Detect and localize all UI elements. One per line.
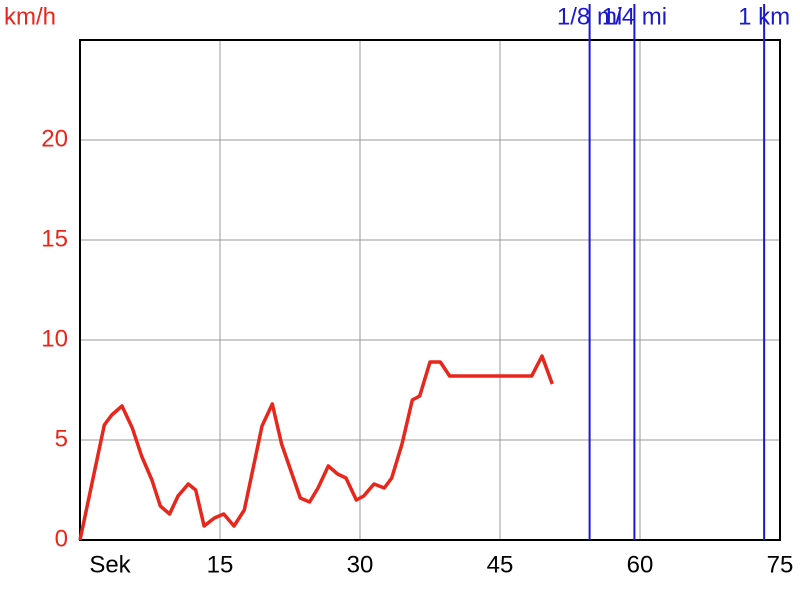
distance-marker-label: 1/8 mi (557, 3, 622, 30)
data-line (78, 354, 554, 541)
x-tick-label: 30 (347, 551, 374, 578)
x-tick-label: 45 (487, 551, 514, 578)
distance-marker-label: 1/4 mi (602, 3, 667, 30)
x-tick-label: 60 (627, 551, 654, 578)
plot-frame (79, 39, 781, 541)
y-tick-label: 10 (41, 325, 68, 352)
y-axis-label: km/h (4, 3, 56, 30)
x-tick-label: Sek (89, 551, 131, 578)
y-tick-label: 0 (55, 525, 68, 552)
x-tick-label: 75 (767, 551, 794, 578)
distance-marker-label: 1 km (738, 3, 790, 30)
y-tick-label: 15 (41, 225, 68, 252)
x-tick-label: 15 (207, 551, 234, 578)
y-tick-label: 20 (41, 125, 68, 152)
y-tick-label: 5 (55, 425, 68, 452)
